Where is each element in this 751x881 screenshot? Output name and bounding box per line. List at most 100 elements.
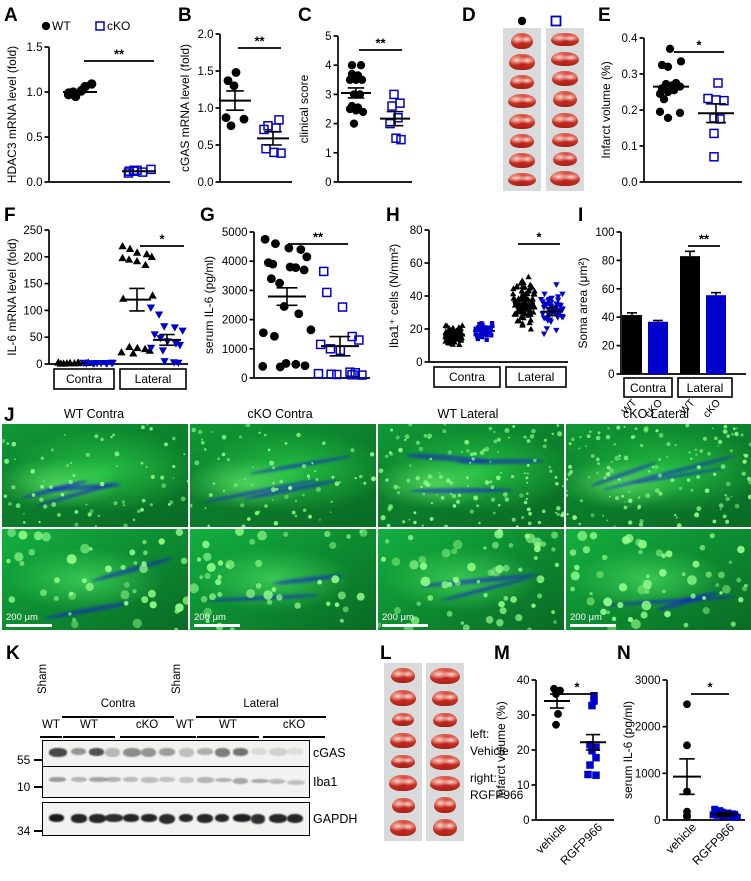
- data-point-marker: [592, 753, 600, 762]
- data-point-marker: [160, 358, 169, 366]
- panel-c-chart: 0 1 2 3 4 5 clinical score **: [297, 31, 412, 189]
- blot-band: [141, 814, 158, 822]
- data-point-marker: [170, 324, 179, 332]
- y-tick-label: 10: [517, 780, 530, 792]
- scale-bar: 200 μm: [194, 613, 240, 627]
- panel-l-note-left: left: Vehicle: [470, 726, 509, 761]
- data-point-marker: [683, 700, 691, 709]
- data-point-marker: [148, 291, 157, 299]
- significance-label: **: [313, 230, 324, 245]
- significance-label: **: [254, 34, 265, 49]
- data-point-marker: [125, 342, 134, 351]
- panel-k-lane-0: WT: [42, 719, 60, 731]
- panel-n: N 0 1000 2000 3000 serum IL-6 (pg/ml) * vehicl…: [615, 640, 751, 881]
- scale-bar: 200 μm: [6, 613, 52, 627]
- data-point-marker: [473, 332, 478, 337]
- panel-g-letter: G: [200, 205, 215, 226]
- y-tick-label: 0: [36, 359, 42, 371]
- data-point-marker: [509, 290, 517, 297]
- panel-k-rule-lateral: [196, 716, 326, 718]
- blot-band: [179, 748, 194, 757]
- y-tick-label: 0.5: [27, 132, 43, 144]
- data-point-marker: [354, 335, 364, 345]
- data-point-marker: [539, 311, 546, 317]
- data-point-marker: [269, 147, 279, 158]
- y-tick-label: 0: [608, 369, 614, 381]
- data-point-marker: [479, 334, 485, 340]
- data-point-marker: [520, 314, 527, 321]
- data-point-marker: [391, 133, 401, 143]
- brain-slice: [432, 690, 458, 707]
- data-point-marker: [132, 248, 142, 256]
- data-point-marker: [703, 93, 713, 104]
- panel-i-letter: I: [578, 205, 584, 226]
- data-point-marker: [300, 361, 310, 371]
- data-point-marker: [395, 98, 405, 108]
- data-point-marker: [175, 342, 185, 350]
- y-tick-label: 4: [325, 60, 332, 72]
- blot-band: [141, 748, 156, 758]
- panel-k-blot-iba1: [42, 766, 310, 798]
- cell-speckle-layer: [190, 529, 376, 630]
- panel-d: D: [460, 4, 590, 204]
- data-point-marker: [545, 307, 552, 314]
- panel-j-title-1: cKO Contra: [247, 407, 313, 421]
- panel-l: L left: Vehicle right: RGFP966: [378, 640, 523, 881]
- data-point-marker: [291, 359, 301, 369]
- data-point-marker: [299, 265, 309, 275]
- data-point-marker: [274, 115, 284, 125]
- data-point-marker: [655, 107, 665, 116]
- panel-n-chart: 0 1000 2000 3000 serum IL-6 (pg/ml) * vehicleR…: [621, 675, 745, 868]
- data-point-marker: [518, 307, 525, 313]
- data-point-marker: [556, 302, 563, 309]
- blot-band: [159, 748, 176, 756]
- y-axis-title: HDAC3 mRNA level (fold): [5, 46, 19, 183]
- scale-bar-label: 200 μm: [570, 612, 602, 624]
- data-point-marker: [524, 287, 532, 294]
- data-point-marker: [443, 322, 451, 329]
- panel-k-rule-lane0: [40, 736, 62, 738]
- data-point-marker: [156, 335, 165, 343]
- data-point-marker: [540, 331, 548, 338]
- data-point-marker: [275, 362, 285, 372]
- brain-slice: [509, 113, 535, 129]
- data-point-marker: [119, 294, 128, 302]
- panel-k-mw-55: 55: [17, 753, 31, 767]
- data-point-marker: [489, 321, 495, 326]
- blot-band: [105, 748, 120, 757]
- blot-band: [233, 748, 248, 756]
- panel-k-protein-cgas: cGAS: [313, 746, 346, 760]
- data-point-marker: [475, 326, 480, 331]
- data-point-marker: [357, 370, 367, 380]
- scale-bar-label: 200 μm: [194, 612, 226, 624]
- panel-g: G 0 1000 2000 3000 4000 5000 serum IL-6 (pg/ml…: [196, 206, 376, 402]
- blot-band: [123, 814, 140, 822]
- data-point-marker: [326, 369, 336, 379]
- significance-label: *: [696, 38, 702, 53]
- y-tick-label: 2000: [635, 722, 661, 734]
- y-tick-label: 1000: [635, 768, 661, 780]
- panel-c-letter: C: [298, 5, 312, 26]
- y-axis-title: Soma area (μm²): [576, 258, 590, 349]
- blot-band: [49, 748, 67, 757]
- brain-slice: [431, 733, 459, 749]
- blot-band: [287, 779, 305, 785]
- data-point-marker: [590, 697, 598, 705]
- y-tick-label: 3000: [222, 285, 248, 297]
- data-point-marker: [125, 244, 135, 252]
- y-tick-label: 1.0: [198, 103, 214, 115]
- scale-bar: 200 μm: [570, 613, 616, 627]
- bar: [648, 321, 668, 374]
- panel-k-rule-lane3: [174, 736, 196, 738]
- panel-d-strip-wt: [503, 28, 541, 191]
- y-tick-label: 30: [517, 710, 530, 722]
- panel-k-sham-label-1: Sham: [37, 663, 49, 694]
- data-point-marker: [479, 321, 484, 326]
- scale-bar-line: [382, 624, 428, 627]
- micrograph-tile: [190, 424, 376, 527]
- brain-slice: [430, 776, 460, 791]
- brain-slice: [430, 755, 460, 770]
- micrograph-tile: 200 μm: [190, 529, 376, 630]
- data-point-marker: [351, 75, 361, 84]
- blot-band: [141, 777, 158, 783]
